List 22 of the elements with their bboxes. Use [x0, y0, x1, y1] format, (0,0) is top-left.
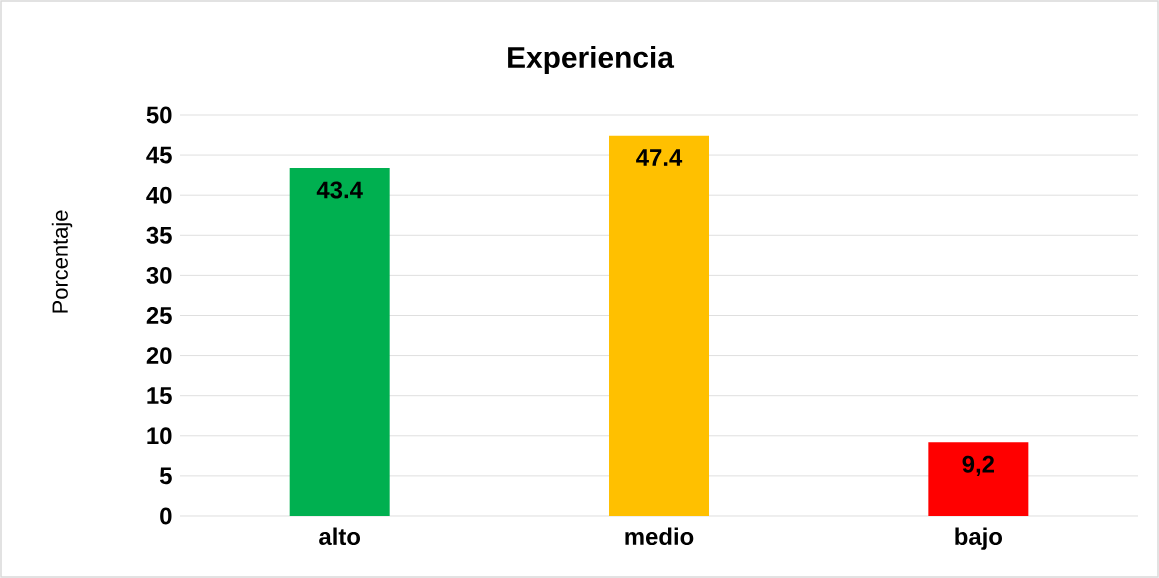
y-tick-label: 20	[146, 347, 172, 365]
y-tick-label: 50	[146, 106, 172, 124]
y-tick-label: 30	[146, 266, 172, 284]
data-label: 47.4	[636, 149, 683, 166]
x-tick-label: bajo	[955, 527, 1002, 550]
chart-title: Experiencia	[508, 46, 675, 74]
y-tick-label: 40	[146, 186, 172, 204]
y-tick-label: 10	[147, 427, 172, 445]
y-tick-label: 25	[146, 307, 172, 324]
y-axis-title: Porcentaje	[51, 210, 73, 313]
y-tick-label: 15	[147, 387, 172, 405]
x-tick-label: medio	[625, 527, 694, 546]
y-tick-label: 45	[146, 146, 172, 164]
data-label: 9,2	[962, 455, 995, 477]
bar	[609, 135, 710, 516]
data-label: 43.4	[316, 181, 363, 199]
y-tick-label: 35	[146, 226, 172, 244]
y-tick-label: 0	[160, 507, 172, 525]
y-tick-label: 5	[159, 467, 172, 485]
x-tick-label: alto	[319, 527, 360, 546]
bar	[289, 167, 390, 516]
bar	[928, 442, 1029, 516]
